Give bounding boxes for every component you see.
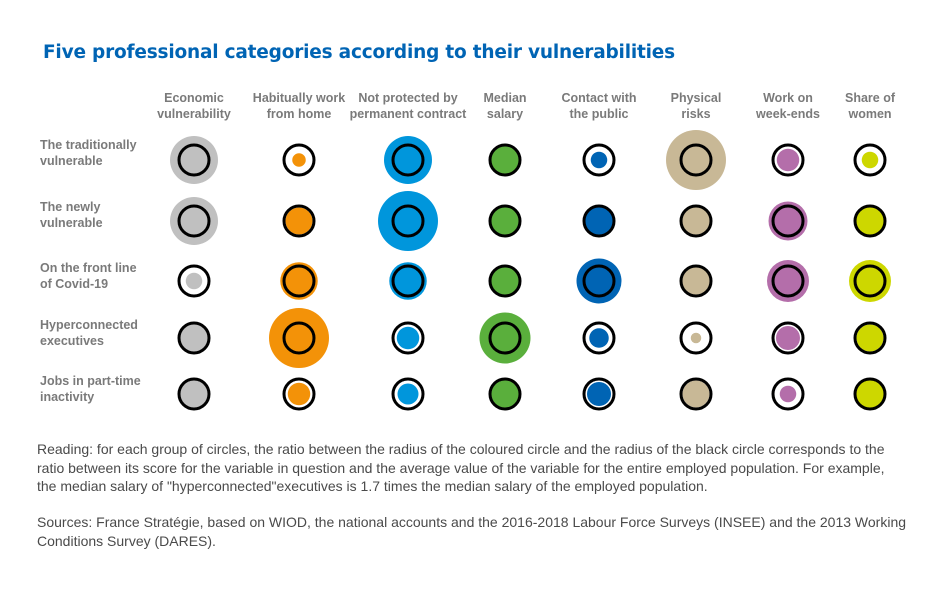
- value-circle: [398, 384, 419, 405]
- circle-group: [384, 136, 432, 184]
- circle-group: [393, 323, 423, 353]
- circle-group: [584, 206, 614, 236]
- circle-group: [170, 136, 218, 184]
- sources-note: Sources: France Stratégie, based on WIOD…: [37, 513, 907, 550]
- circle-group: [855, 145, 885, 175]
- circle-group: [681, 266, 711, 296]
- circle-group: [378, 191, 438, 251]
- circle-group: [854, 378, 886, 410]
- circle-matrix: [0, 0, 951, 430]
- circle-group: [393, 379, 423, 409]
- circle-group: [179, 323, 209, 353]
- circle-group: [490, 266, 520, 296]
- circle-group: [773, 145, 803, 175]
- reading-note: Reading: for each group of circles, the …: [37, 440, 907, 496]
- value-circle: [589, 328, 609, 348]
- circle-group: [681, 379, 711, 409]
- value-circle: [591, 152, 608, 169]
- value-circle: [776, 326, 800, 350]
- circle-group: [681, 323, 711, 353]
- value-circle: [777, 149, 800, 172]
- circle-group: [577, 259, 622, 304]
- circle-group: [284, 379, 314, 409]
- value-circle: [857, 325, 884, 352]
- circle-group: [773, 323, 803, 353]
- value-circle: [186, 273, 203, 290]
- value-circle: [286, 208, 313, 235]
- value-circle: [587, 382, 611, 406]
- circle-group: [170, 197, 218, 245]
- circle-group: [280, 262, 318, 300]
- value-circle: [666, 130, 726, 190]
- circle-group: [480, 313, 531, 364]
- circle-group: [769, 202, 808, 241]
- value-circle: [378, 191, 438, 251]
- circle-group: [179, 379, 209, 409]
- value-circle: [170, 136, 218, 184]
- value-circle: [170, 197, 218, 245]
- circle-group: [284, 206, 314, 236]
- circle-group: [179, 266, 209, 296]
- value-circle: [389, 262, 427, 300]
- circle-group: [767, 260, 809, 302]
- circle-group: [584, 379, 614, 409]
- value-circle: [862, 152, 879, 169]
- circle-group: [584, 323, 614, 353]
- circle-group: [490, 145, 520, 175]
- circle-group: [490, 379, 520, 409]
- circle-group: [389, 262, 427, 300]
- circle-group: [269, 308, 329, 368]
- value-circle: [691, 333, 702, 344]
- circle-group: [849, 260, 891, 302]
- circle-group: [773, 379, 803, 409]
- circle-group: [584, 145, 614, 175]
- value-circle: [269, 308, 329, 368]
- circle-group: [666, 130, 726, 190]
- value-circle: [780, 386, 797, 403]
- circle-group: [681, 206, 711, 236]
- value-circle: [480, 313, 531, 364]
- circle-group: [855, 323, 885, 353]
- circle-group: [855, 206, 885, 236]
- value-circle: [280, 262, 318, 300]
- value-circle: [397, 327, 420, 350]
- value-circle: [683, 381, 710, 408]
- circle-group: [490, 206, 520, 236]
- value-circle: [384, 136, 432, 184]
- value-circle: [292, 153, 306, 167]
- circle-group: [284, 145, 314, 175]
- value-circle: [288, 383, 311, 406]
